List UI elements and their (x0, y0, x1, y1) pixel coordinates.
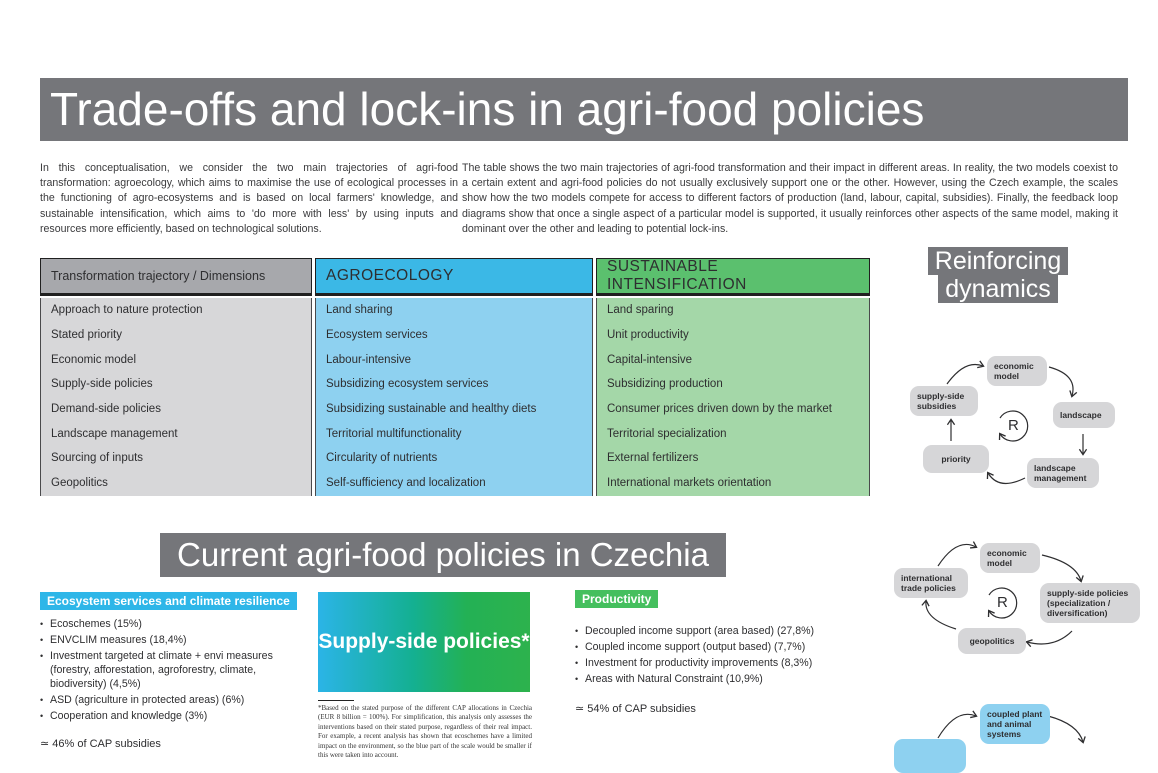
table-cell: Subsidizing production (607, 378, 723, 391)
table-cell: Land sharing (326, 304, 393, 317)
table-cell: Territorial specialization (607, 427, 727, 440)
table-cell: Supply-side policies (51, 378, 153, 391)
table-cell: Labour-intensive (326, 353, 412, 366)
loop-node-landscape-management: landscape management (1027, 458, 1099, 489)
table-column-agroecology: Land sharing Ecosystem services Labour-i… (315, 298, 593, 496)
list-item-text: Ecoschemes (15%) (50, 618, 142, 630)
reinforcing-dynamics-title: Reinforcing dynamics (898, 247, 1098, 303)
footnote-rule (318, 700, 354, 701)
loop-node-coupled-plant-animal-systems: coupled plant and animal systems (980, 704, 1050, 745)
list-item: Areas with Natural Constraint (10,9%) (575, 673, 865, 687)
table-header-dimensions: Transformation trajectory / Dimensions (40, 258, 312, 296)
list-item-text: Coupled income support (output based) (7… (585, 640, 806, 653)
table-cell: Landscape management (51, 427, 178, 440)
loop-node-geopolitics: geopolitics (958, 628, 1026, 655)
ecosystem-services-column: Ecosystem services and climate resilienc… (40, 592, 308, 750)
table-cell: Stated priority (51, 329, 122, 342)
loop-node-partial (894, 739, 966, 773)
list-item-text: Investment for productivity improvements… (585, 656, 813, 669)
czechia-section-heading: Current agri-food policies in Czechia (160, 533, 726, 577)
loop-node-supply-side-policies: supply-side policies (specialization / d… (1040, 583, 1140, 624)
table-cell: Territorial multifunctionality (326, 427, 462, 440)
list-item: Decoupled income support (area based) (2… (575, 625, 865, 639)
table-cell: Geopolitics (51, 477, 108, 490)
reinforcing-title-line1: Reinforcing (927, 247, 1069, 275)
list-item: ASD (agriculture in protected areas) (6%… (40, 694, 308, 708)
table-cell: Subsidizing sustainable and healthy diet… (326, 403, 537, 416)
productivity-header-chip: Productivity (575, 590, 659, 608)
loop-node-landscape: landscape (1053, 402, 1115, 429)
list-item: Coupled income support (output based) (7… (575, 641, 865, 655)
poster-title: Trade-offs and lock-ins in agri-food pol… (40, 78, 1128, 141)
intro-paragraph-left: In this conceptualisation, we consider t… (40, 161, 458, 236)
table-cell: Demand-side policies (51, 403, 161, 416)
list-item-text: ENVCLIM measures (18,4%) (50, 633, 187, 646)
supply-side-policies-scale: Supply-side policies* (318, 592, 530, 692)
list-item: Investment targeted at climate + envi me… (40, 650, 308, 692)
reinforcing-loop-label: R (1008, 417, 1019, 434)
ecosystem-total: ≃ 46% of CAP subsidies (40, 737, 161, 750)
table-cell: External fertilizers (607, 452, 699, 465)
table-cell: Sourcing of inputs (51, 452, 144, 465)
table-cell: International markets orientation (607, 477, 772, 490)
reinforcing-loop-label: R (997, 594, 1008, 611)
feedback-loop-diagram-3: coupled plant and animal systems (880, 680, 1158, 773)
table-cell: Consumer prices driven down by the marke… (607, 403, 832, 416)
table-header-sustainable-intensification: SUSTAINABLE INTENSIFICATION (596, 258, 870, 296)
feedback-loop-diagram-2: economic model supply-side policies (spe… (880, 525, 1158, 675)
intro-paragraph-right: The table shows the two main trajectorie… (462, 161, 1118, 236)
table-column-sustainable-intensification: Land sparing Unit productivity Capital-i… (596, 298, 870, 496)
table-cell: Land sparing (607, 304, 674, 317)
ecosystem-header-chip: Ecosystem services and climate resilienc… (40, 592, 297, 610)
list-item-text: ASD (agriculture in protected areas) (6%… (50, 693, 245, 706)
loop-node-supply-side-subsidies: supply-side subsidies (910, 386, 978, 417)
table-cell: Unit productivity (607, 329, 689, 342)
footnote-text: *Based on the stated purpose of the diff… (318, 704, 532, 760)
productivity-column: Productivity Decoupled income support (a… (575, 590, 865, 715)
reinforcing-title-line2: dynamics (938, 275, 1058, 303)
list-item: Ecoschemes (15%) (40, 618, 308, 632)
trajectories-table: Transformation trajectory / Dimensions A… (40, 258, 870, 496)
list-item-text: Decoupled income support (area based) (2… (585, 625, 815, 637)
table-header-agroecology: AGROECOLOGY (315, 258, 593, 296)
list-item: Investment for productivity improvements… (575, 657, 865, 671)
supply-side-policies-label: Supply-side policies* (318, 629, 530, 653)
table-cell: Subsidizing ecosystem services (326, 378, 489, 391)
loop-node-international-trade-policies: international trade policies (894, 568, 968, 599)
loop-node-priority: priority (923, 445, 989, 474)
list-item-text: Cooperation and knowledge (3%) (50, 709, 208, 722)
list-item-text: Investment targeted at climate + envi me… (50, 649, 273, 690)
loop-node-economic-model: economic model (987, 356, 1047, 387)
table-cell: Capital-intensive (607, 353, 693, 366)
table-cell: Ecosystem services (326, 329, 428, 342)
productivity-total: ≃ 54% of CAP subsidies (575, 702, 696, 715)
ecosystem-bullet-list: Ecoschemes (15%) ENVCLIM measures (18,4%… (40, 618, 308, 724)
feedback-loop-diagram-1: economic model landscape landscape manag… (895, 350, 1158, 510)
list-item-text: Areas with Natural Constraint (10,9%) (585, 672, 763, 685)
list-item: ENVCLIM measures (18,4%) (40, 634, 308, 648)
table-cell: Approach to nature protection (51, 304, 203, 317)
loop-node-economic-model: economic model (980, 543, 1040, 574)
list-item: Cooperation and knowledge (3%) (40, 710, 308, 724)
table-cell: Self-sufficiency and localization (326, 477, 486, 490)
table-cell: Economic model (51, 353, 137, 366)
productivity-bullet-list: Decoupled income support (area based) (2… (575, 625, 865, 687)
table-cell: Circularity of nutrients (326, 452, 438, 465)
table-column-dimensions: Approach to nature protection Stated pri… (40, 298, 312, 496)
